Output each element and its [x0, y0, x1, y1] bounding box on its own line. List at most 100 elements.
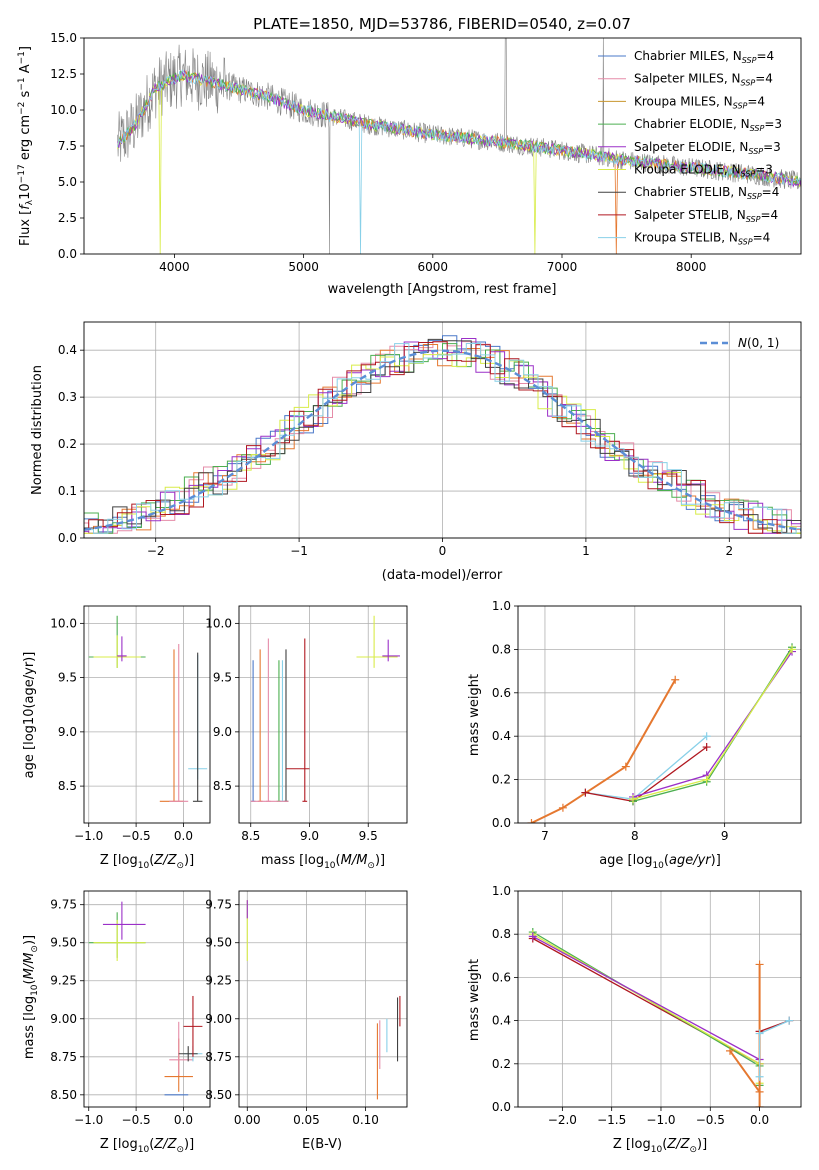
spectrum-plot-area: [117, 38, 801, 254]
weight-vs-Z-panel: mass weight −2.0 −1.5 −1.0 −0.5 0.0 0.0 0.2 0.4…: [467, 884, 802, 1155]
spectrum-legend-entry: Chabrier ELODIE, NSSP=3: [634, 117, 782, 133]
mass-vs-EBV-x-tick-label: 0.05: [293, 1113, 320, 1127]
spectrum-y-tick-label: 5.0: [58, 175, 77, 189]
mass-vs-EBV-y-tick-label: 9.75: [205, 898, 232, 912]
mass-vs-Z-y-tick-label: 8.50: [50, 1088, 77, 1102]
mass-vs-Z-x-label: Z [log10(Z/Z⊙)]: [100, 1137, 194, 1155]
weight-vs-Z-y-tick-label: 0.6: [492, 970, 511, 984]
weight-vs-age-marker: [671, 675, 680, 684]
weight-vs-age-marker: [581, 788, 590, 797]
mass-vs-Z-panel: mass [log10(M/M⊙)] −1.0 −0.5 0.0 8.50 8.75 9.…: [22, 890, 211, 1155]
spectrum-y-tick-label: 2.5: [58, 211, 77, 225]
spectrum-legend-entry: Salpeter STELIB, NSSP=4: [634, 208, 778, 224]
weight-vs-age-marker: [702, 775, 711, 784]
age-vs-Z-panel: age [log10(age/yr)] −1.0 −0.5 0.0 8.5 9.0 9.5…: [22, 605, 211, 871]
age-vs-Z-y-tick-label: 10.0: [50, 616, 77, 630]
age-vs-mass-x-label: mass [log10(M/M⊙)]: [261, 853, 385, 871]
spectrum-legend-entry: Kroupa ELODIE, NSSP=3: [634, 163, 773, 179]
spectrum-y-label: Flux [fλ10−17 erg cm−2 s−1 A−1]: [17, 46, 35, 246]
spectrum-y-tick-label: 15.0: [50, 31, 77, 45]
spectrum-title: PLATE=1850, MJD=53786, FIBERID=0540, z=0…: [253, 15, 631, 33]
mass-vs-EBV-y-tick-label: 9.00: [205, 1012, 232, 1026]
spectrum-y-tick-label: 7.5: [58, 139, 77, 153]
weight-vs-Z-series-orange: [729, 964, 761, 1107]
weight-vs-age-x-tick-label: 7: [541, 829, 549, 843]
weight-vs-Z-y-label: mass weight: [467, 959, 482, 1041]
spectrum-x-tick-label: 8000: [676, 260, 707, 274]
spectrum-legend-entry: Chabrier STELIB, NSSP=4: [634, 185, 779, 201]
spectrum-legend-entry: Kroupa MILES, NSSP=4: [634, 94, 765, 110]
weight-vs-Z-series-salp_elodie: [532, 935, 760, 1061]
histogram-panel: (data-model)/error Normed distribution −…: [30, 321, 802, 583]
spectrum-x-tick-label: 6000: [418, 260, 449, 274]
weight-vs-age-y-tick-label: 0.0: [492, 816, 511, 830]
age-vs-Z-y-tick-label: 9.5: [58, 671, 77, 685]
weight-vs-Z-marker: [755, 960, 764, 969]
age-vs-mass-x-tick-label: 9.5: [359, 829, 378, 843]
age-vs-mass-frame: [238, 605, 408, 824]
age-vs-mass-y-tick-label: 10.0: [205, 616, 232, 630]
histogram-x-tick-label: −1: [290, 544, 308, 558]
spectrum-model-krou_stelib: [117, 69, 801, 254]
mass-vs-EBV-panel: E(B-V) 0.00 0.05 0.10 8.50 8.75 9.00 9.25 9.50 9…: [205, 890, 408, 1152]
age-vs-Z-x-tick-label: −0.5: [122, 829, 151, 843]
weight-vs-age-y-tick-label: 0.2: [492, 773, 511, 787]
age-vs-mass-y-tick-label: 9.0: [213, 725, 232, 739]
weight-vs-age-y-tick-label: 0.4: [492, 729, 511, 743]
weight-vs-Z-marker: [726, 1046, 735, 1055]
mass-vs-Z-y-tick-label: 9.50: [50, 936, 77, 950]
weight-vs-age-marker: [702, 732, 711, 741]
weight-vs-age-panel: mass weight 7 8 9 0.0 0.2 0.4 0.6 0.8 1.0 age [lo…: [467, 599, 802, 871]
weight-vs-age-series-orange: [531, 679, 677, 823]
mass-vs-EBV-y-tick-label: 9.50: [205, 936, 232, 950]
mass-vs-EBV-x-label: E(B-V): [302, 1137, 342, 1152]
weight-vs-age-y-tick-label: 0.6: [492, 686, 511, 700]
histogram-step-chab_stelib: [84, 338, 801, 533]
histogram-x-label: (data-model)/error: [382, 568, 503, 583]
weight-vs-Z-x-tick-label: −0.5: [696, 1113, 725, 1127]
mass-vs-Z-x-tick-label: 0.0: [174, 1113, 193, 1127]
weight-vs-Z-x-tick-label: 0.0: [750, 1113, 769, 1127]
histogram-x-tick-label: −2: [147, 544, 165, 558]
age-vs-mass-panel: 8.5 9.0 9.5 8.5 9.0 9.5 10.0 mass [log10(M/M⊙)]: [205, 605, 408, 871]
mass-vs-EBV-y-tick-label: 8.75: [205, 1050, 232, 1064]
weight-vs-Z-y-tick-label: 0.0: [492, 1100, 511, 1114]
weight-vs-age-x-tick-label: 9: [721, 829, 729, 843]
weight-vs-age-marker: [621, 762, 630, 771]
weight-vs-Z-x-label: Z [log10(Z/Z⊙)]: [613, 1137, 707, 1155]
age-vs-Z-y-label: age [log10(age/yr)]: [22, 652, 37, 779]
mass-vs-EBV-frame: [238, 890, 408, 1108]
mass-vs-Z-x-tick-label: −1.0: [74, 1113, 103, 1127]
spectrum-legend-entry: Salpeter ELODIE, NSSP=3: [634, 140, 781, 156]
mass-vs-Z-plot-area: [88, 901, 203, 1096]
weight-vs-Z-plot-area: [528, 928, 794, 1107]
mass-vs-Z-y-tick-label: 8.75: [50, 1050, 77, 1064]
weight-vs-age-marker: [788, 645, 797, 654]
weight-vs-age-marker: [702, 743, 711, 752]
weight-vs-Z-series-krou_elodie: [532, 933, 761, 1084]
histogram-frame: [83, 321, 802, 539]
weight-vs-Z-y-tick-label: 1.0: [492, 884, 511, 898]
histogram-y-label: Normed distribution: [30, 365, 45, 495]
spectrum-legend-entry: Salpeter MILES, NSSP=4: [634, 72, 773, 88]
weight-vs-age-x-tick-label: 8: [631, 829, 639, 843]
weight-vs-Z-y-tick-label: 0.8: [492, 927, 511, 941]
age-vs-mass-y-tick-label: 9.5: [213, 671, 232, 685]
mass-vs-Z-y-tick-label: 9.00: [50, 1012, 77, 1026]
weight-vs-Z-x-tick-label: −1.0: [646, 1113, 675, 1127]
spectrum-panel: PLATE=1850, MJD=53786, FIBERID=0540, z=0…: [17, 15, 802, 297]
weight-vs-Z-marker: [755, 1029, 764, 1038]
mass-vs-EBV-plot-area: [246, 900, 401, 1100]
weight-vs-age-y-label: mass weight: [467, 674, 482, 756]
weight-vs-Z-x-tick-label: −1.5: [597, 1113, 626, 1127]
weight-vs-age-series-salp_elodie: [632, 651, 793, 798]
weight-vs-age-frame: [517, 605, 802, 824]
weight-vs-age-marker: [558, 803, 567, 812]
histogram-x-tick-label: 0: [439, 544, 447, 558]
weight-vs-age-series-krou_elodie: [632, 649, 793, 800]
spectrum-legend-entry: Chabrier MILES, NSSP=4: [634, 49, 774, 65]
histogram-plot-area: [84, 335, 801, 534]
weight-vs-Z-marker: [755, 1072, 764, 1081]
mass-vs-EBV-y-tick-label: 9.25: [205, 974, 232, 988]
